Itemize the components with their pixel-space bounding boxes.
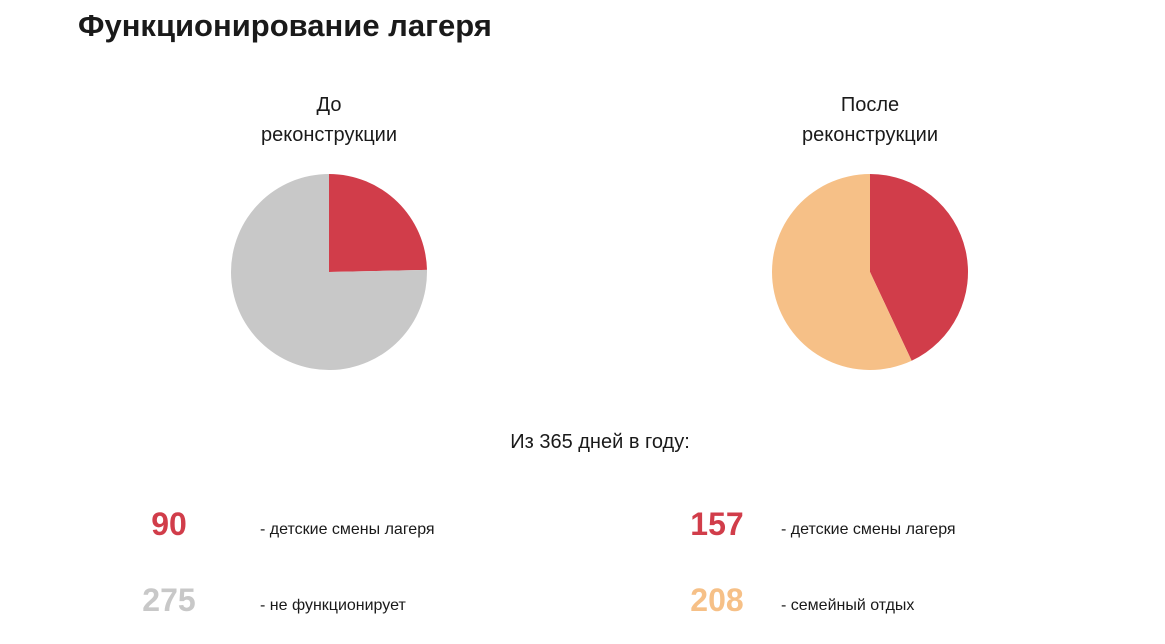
pie-before-title-line-2: реконструкции [261,124,397,146]
after-stat-value-2: 208 [690,582,744,618]
after-stat-label-2: - семейный отдых [781,597,915,614]
pie-after-slice-2 [772,174,912,370]
before-stat-value-1: 90 [151,506,187,542]
days-subtitle: Из 365 дней в году: [510,431,690,453]
pie-before-slice-1 [329,174,427,272]
pie-after-title-line-2: реконструкции [802,124,938,146]
before-stat-label-1: - детские смены лагеря [260,521,435,538]
pie-after-slice-1 [870,174,968,361]
pie-before-title-line-1: До [316,94,342,116]
before-stat-value-2: 275 [142,582,196,618]
pie-before-slice-2 [231,174,427,370]
pie-chart-before [231,174,427,370]
pie-after-title: После реконструкции [740,90,1000,150]
after-stat-value-1: 157 [690,506,744,542]
pie-after-title-line-1: После [840,94,900,116]
pie-chart-after [772,174,968,370]
page-title: Функционирование лагеря [78,8,492,43]
before-stat-label-2: - не функционирует [260,597,406,614]
after-stat-label-1: - детские смены лагеря [781,521,956,538]
pie-before-title: До реконструкции [199,90,459,150]
